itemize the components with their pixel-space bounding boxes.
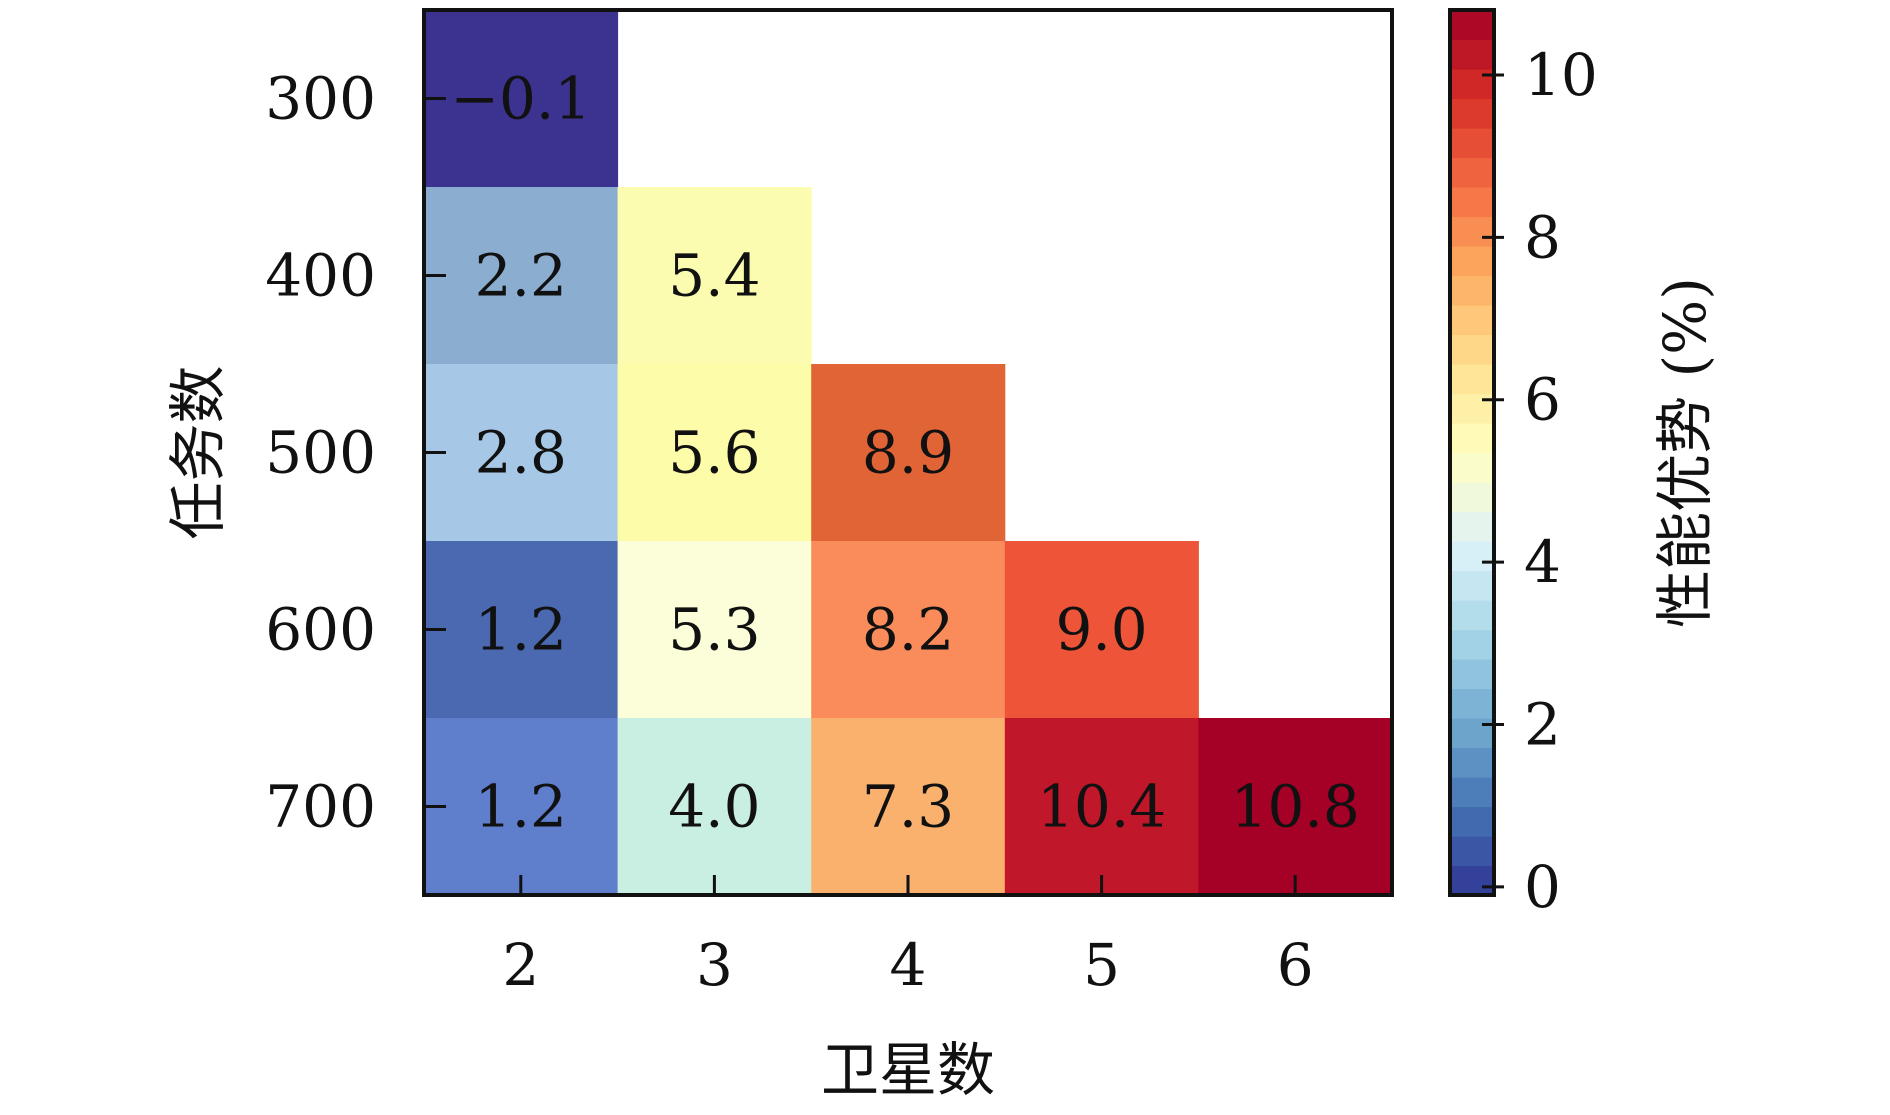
cell-value-label: 8.9 (862, 419, 954, 487)
cell-value-label: 1.2 (475, 773, 567, 841)
colorbar-band (1450, 865, 1494, 896)
axis-ticks: 2 3 4 5 6 300 400 500 600 700 (265, 65, 1313, 1000)
colorbar-band (1450, 334, 1494, 365)
cell-value-label: −0.1 (450, 65, 591, 133)
x-tick-label: 5 (1083, 931, 1120, 999)
y-axis-title: 任务数 (164, 365, 232, 539)
colorbar-band (1450, 128, 1494, 159)
colorbar-band (1450, 836, 1494, 867)
colorbar-band (1450, 718, 1494, 749)
y-tick-label: 700 (265, 773, 376, 841)
colorbar-tick-label: 4 (1524, 528, 1561, 596)
colorbar: 0 2 4 6 8 10 (1448, 8, 1598, 921)
colorbar-band (1450, 777, 1494, 808)
cell-value-label: 5.3 (668, 596, 760, 664)
colorbar-tick-label: 0 (1524, 853, 1561, 921)
x-tick-label: 6 (1277, 931, 1314, 999)
cell-value-labels: −0.1 2.2 5.4 2.8 5.6 8.9 1.2 5.3 8.2 9.0 1.2 4.0 7.3… (450, 65, 1359, 841)
cell-value-label: 2.2 (475, 242, 567, 310)
heatmap-cell (811, 718, 1006, 896)
heatmap-cell (617, 187, 812, 365)
colorbar-title: 性能优势 (%) (1651, 277, 1719, 628)
cell-value-label: 1.2 (475, 596, 567, 664)
cell-value-label: 5.4 (668, 242, 760, 310)
heatmap-cell (424, 541, 619, 719)
colorbar-band (1450, 246, 1494, 277)
y-tick-label: 300 (265, 65, 376, 133)
colorbar-band (1450, 629, 1494, 660)
cell-value-label: 4.0 (668, 773, 760, 841)
colorbar-tick-label: 10 (1524, 41, 1598, 109)
cell-value-label: 7.3 (862, 773, 954, 841)
colorbar-band (1450, 423, 1494, 454)
heatmap-cell (1198, 718, 1393, 896)
cell-value-label: 10.4 (1037, 773, 1166, 841)
colorbar-band (1450, 393, 1494, 424)
heatmap-cell (617, 541, 812, 719)
x-axis-title: 卫星数 (821, 1036, 995, 1104)
colorbar-band (1450, 364, 1494, 395)
heatmap-cell (617, 364, 812, 542)
cell-value-label: 10.8 (1231, 773, 1360, 841)
heatmap-cell (617, 718, 812, 896)
colorbar-band (1450, 747, 1494, 778)
x-tick-label: 3 (696, 931, 733, 999)
x-tick-label: 4 (890, 931, 927, 999)
heatmap-cell (424, 364, 619, 542)
colorbar-band (1450, 10, 1494, 41)
colorbar-band (1450, 600, 1494, 631)
colorbar-band (1450, 98, 1494, 129)
cell-value-label: 9.0 (1055, 596, 1147, 664)
colorbar-band (1450, 305, 1494, 336)
colorbar-band (1450, 187, 1494, 218)
colorbar-band (1450, 452, 1494, 483)
colorbar-frame (1448, 8, 1496, 897)
colorbar-band (1450, 39, 1494, 70)
colorbar-band (1450, 216, 1494, 247)
colorbar-tick-label: 8 (1524, 203, 1561, 271)
heatmap-cell (1004, 541, 1199, 719)
colorbar-band (1450, 570, 1494, 601)
cell-value-label: 2.8 (475, 419, 567, 487)
y-tick-label: 500 (265, 419, 376, 487)
heatmap-cell (424, 10, 619, 188)
heatmap-cells (424, 10, 1393, 896)
heatmap-cell (424, 187, 619, 365)
cell-value-label: 8.2 (862, 596, 954, 664)
colorbar-band (1450, 806, 1494, 837)
y-tick-label: 400 (265, 242, 376, 310)
colorbar-band (1450, 688, 1494, 719)
colorbar-band (1450, 275, 1494, 306)
colorbar-band (1450, 659, 1494, 690)
heatmap-cell (1004, 718, 1199, 896)
colorbar-band (1450, 511, 1494, 542)
heatmap-cell (811, 364, 1006, 542)
colorbar-band (1450, 482, 1494, 513)
cell-value-label: 5.6 (668, 419, 760, 487)
heatmap-cell (424, 718, 619, 896)
y-tick-label: 600 (265, 596, 376, 664)
colorbar-tick-label: 6 (1524, 366, 1561, 434)
colorbar-band (1450, 157, 1494, 188)
heatmap-cell (811, 541, 1006, 719)
colorbar-tick-label: 2 (1524, 690, 1561, 758)
colorbar-band (1450, 541, 1494, 572)
x-tick-label: 2 (502, 931, 539, 999)
